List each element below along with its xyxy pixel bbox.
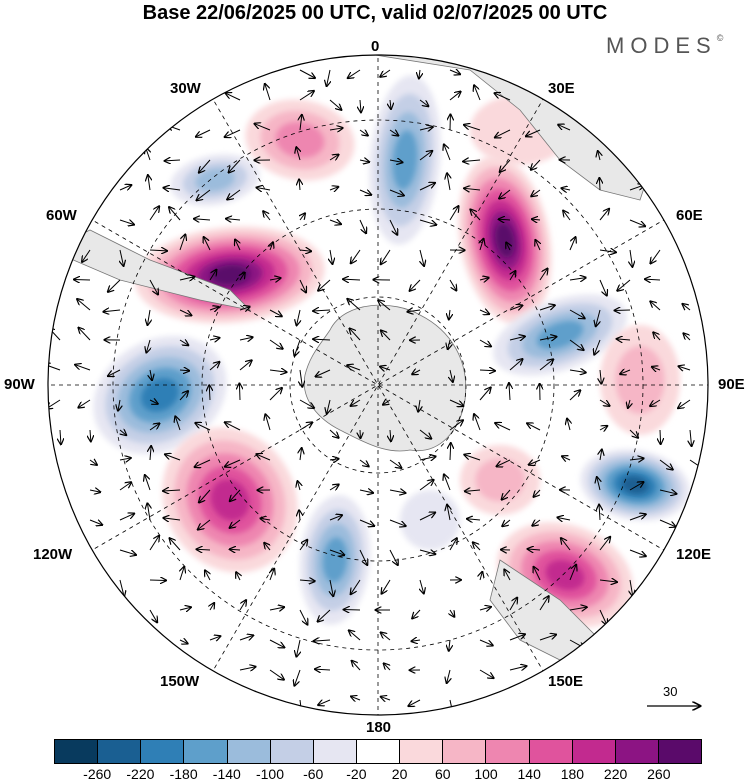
colorbar-tick-label: -140 — [213, 766, 241, 782]
colorbar-tick-label: -260 — [83, 766, 111, 782]
colorbar-tick-label: 20 — [392, 766, 408, 782]
colorbar-swatch — [141, 740, 184, 763]
colorbar-tick-label: 100 — [474, 766, 497, 782]
colorbar-swatch — [314, 740, 357, 763]
colorbar-swatch — [357, 740, 400, 763]
lon-label-60e: 60E — [676, 207, 703, 224]
colorbar-swatch — [98, 740, 141, 763]
wind-vector — [239, 384, 240, 400]
colorbar-tick-label: 180 — [561, 766, 584, 782]
anomaly-contour — [400, 490, 460, 550]
colorbar-tick-label: -180 — [170, 766, 198, 782]
colorbar-tick-label: 220 — [604, 766, 627, 782]
colorbar-ticks: -260 -220 -180 -140 -100 -60 -20 20 60 100 140 180 2… — [0, 766, 750, 784]
colorbar-swatch — [443, 740, 486, 763]
colorbar-swatch — [271, 740, 314, 763]
lon-label-150w: 150W — [160, 673, 199, 690]
lon-label-180: 180 — [366, 719, 391, 736]
colorbar-tick-label: -20 — [346, 766, 366, 782]
wind-vector — [660, 430, 661, 444]
colorbar-swatch — [573, 740, 616, 763]
lon-label-150e: 150E — [548, 673, 583, 690]
colorbar-tick-label: 60 — [435, 766, 451, 782]
anomaly-contour — [615, 346, 664, 414]
lon-label-60w: 60W — [46, 207, 77, 224]
lon-label-30e: 30E — [548, 80, 575, 97]
wind-vector — [599, 178, 600, 190]
colorbar-swatch — [616, 740, 659, 763]
lon-label-120w: 120W — [33, 546, 72, 563]
colorbar-swatch — [55, 740, 98, 763]
colorbar-swatch — [659, 740, 701, 763]
colorbar — [54, 739, 702, 764]
colorbar-tick-label: -100 — [256, 766, 284, 782]
lon-label-0: 0 — [371, 38, 379, 55]
polar-map — [0, 0, 750, 735]
colorbar-swatch — [400, 740, 443, 763]
lon-label-30w: 30W — [170, 80, 201, 97]
colorbar-tick-label: 140 — [518, 766, 541, 782]
colorbar-tick-label: 260 — [647, 766, 670, 782]
colorbar-tick-label: -60 — [303, 766, 323, 782]
colorbar-swatch — [530, 740, 573, 763]
colorbar-swatch — [184, 740, 227, 763]
colorbar-swatch — [228, 740, 271, 763]
wind-vector — [74, 279, 90, 280]
colorbar-tick-label: -220 — [126, 766, 154, 782]
lon-label-90e: 90E — [718, 376, 745, 393]
reference-vector-label: 30 — [663, 684, 677, 699]
colorbar-swatch — [486, 740, 529, 763]
lon-label-120e: 120E — [676, 546, 711, 563]
lon-label-90w: 90W — [4, 376, 35, 393]
